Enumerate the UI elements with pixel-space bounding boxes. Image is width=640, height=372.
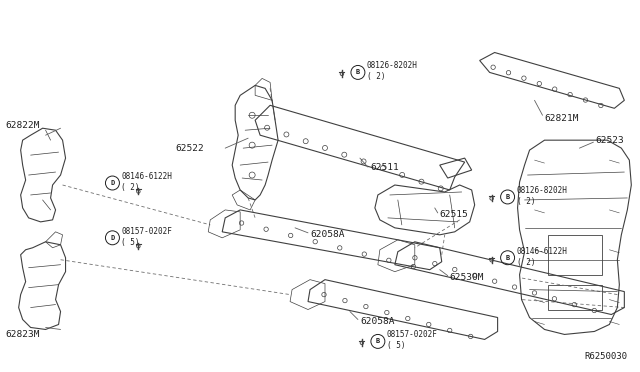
Text: 62523: 62523 [595,136,624,145]
Text: 62522: 62522 [175,144,204,153]
Text: 62823M: 62823M [6,330,40,339]
Text: B: B [376,339,380,344]
Text: B: B [356,70,360,76]
Text: B: B [506,255,509,261]
Text: 08157-0202F
( 5): 08157-0202F ( 5) [387,330,438,350]
Text: R6250030: R6250030 [584,352,627,361]
Text: 62821M: 62821M [545,114,579,123]
Text: 08146-6122H
( 2): 08146-6122H ( 2) [516,247,568,267]
Text: 08126-8202H
( 2): 08126-8202H ( 2) [367,61,418,81]
Text: 62058A: 62058A [310,230,344,239]
Text: 08126-8202H
( 2): 08126-8202H ( 2) [516,186,568,206]
Text: D: D [110,180,115,186]
Text: 62822M: 62822M [6,121,40,130]
Text: 08157-0202F
( 5): 08157-0202F ( 5) [122,227,172,247]
Text: B: B [506,194,509,200]
Text: 08146-6122H
( 2): 08146-6122H ( 2) [122,172,172,192]
Text: D: D [110,235,115,241]
Text: 62530M: 62530M [450,273,484,282]
Text: 62058A: 62058A [360,317,394,326]
Text: 62511: 62511 [370,163,399,171]
Text: 62515: 62515 [440,211,468,219]
